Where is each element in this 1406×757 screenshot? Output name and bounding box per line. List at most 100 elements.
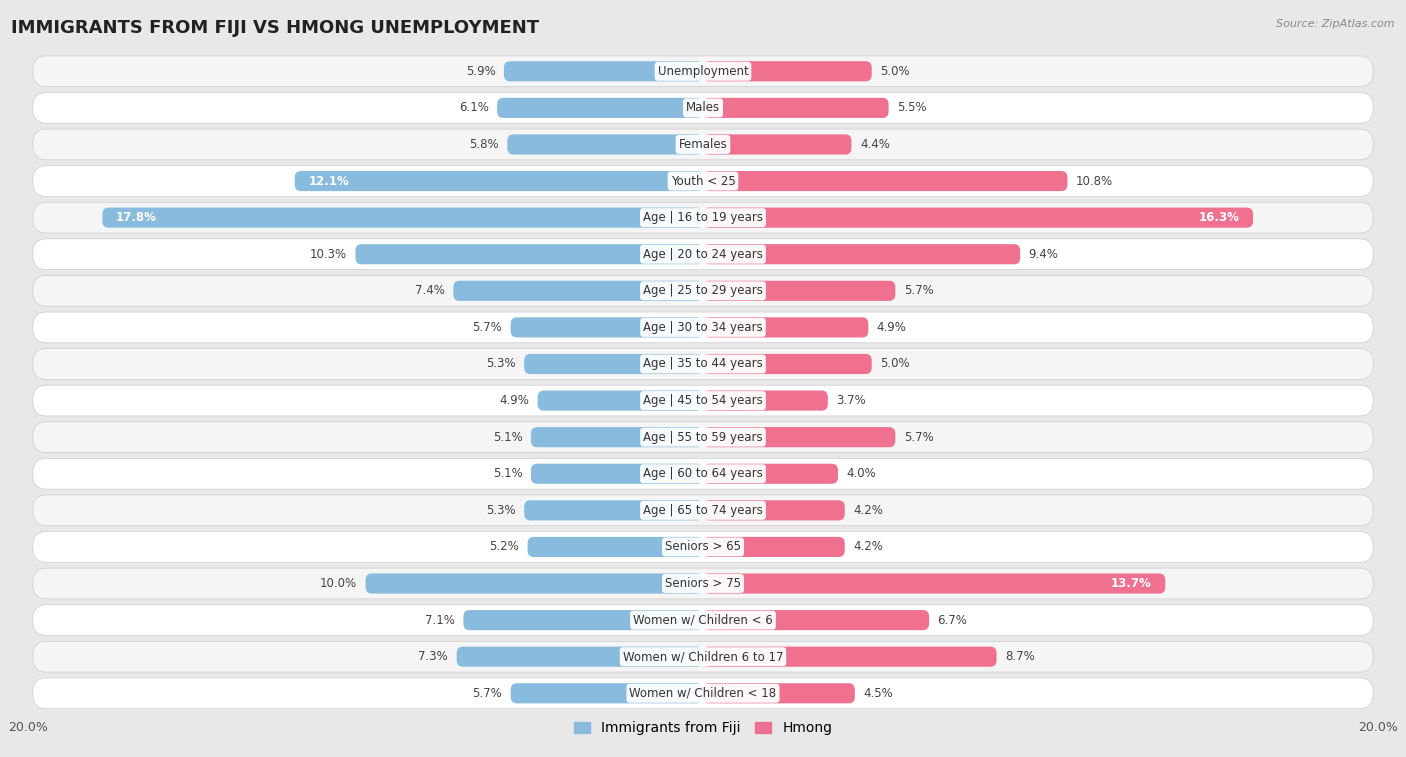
Text: Age | 25 to 29 years: Age | 25 to 29 years <box>643 285 763 298</box>
Text: Unemployment: Unemployment <box>658 65 748 78</box>
FancyBboxPatch shape <box>498 98 703 118</box>
FancyBboxPatch shape <box>703 135 852 154</box>
Text: 12.1%: 12.1% <box>308 175 349 188</box>
Text: 5.7%: 5.7% <box>904 431 934 444</box>
FancyBboxPatch shape <box>32 569 1374 599</box>
FancyBboxPatch shape <box>703 610 929 630</box>
Text: 4.5%: 4.5% <box>863 687 893 699</box>
Text: Source: ZipAtlas.com: Source: ZipAtlas.com <box>1277 19 1395 29</box>
FancyBboxPatch shape <box>32 605 1374 635</box>
Text: Age | 16 to 19 years: Age | 16 to 19 years <box>643 211 763 224</box>
FancyBboxPatch shape <box>356 245 703 264</box>
Text: 4.9%: 4.9% <box>499 394 529 407</box>
FancyBboxPatch shape <box>453 281 703 301</box>
Text: Women w/ Children 6 to 17: Women w/ Children 6 to 17 <box>623 650 783 663</box>
Text: 16.3%: 16.3% <box>1199 211 1240 224</box>
FancyBboxPatch shape <box>531 464 703 484</box>
Text: Females: Females <box>679 138 727 151</box>
FancyBboxPatch shape <box>531 427 703 447</box>
FancyBboxPatch shape <box>32 276 1374 306</box>
Text: 17.8%: 17.8% <box>115 211 156 224</box>
FancyBboxPatch shape <box>537 391 703 410</box>
Text: 6.7%: 6.7% <box>938 614 967 627</box>
Text: 4.2%: 4.2% <box>853 540 883 553</box>
FancyBboxPatch shape <box>32 641 1374 672</box>
FancyBboxPatch shape <box>32 385 1374 416</box>
FancyBboxPatch shape <box>703 391 828 410</box>
FancyBboxPatch shape <box>510 317 703 338</box>
Legend: Immigrants from Fiji, Hmong: Immigrants from Fiji, Hmong <box>568 716 838 741</box>
Text: 5.8%: 5.8% <box>470 138 499 151</box>
Text: 4.0%: 4.0% <box>846 467 876 480</box>
Text: 7.3%: 7.3% <box>419 650 449 663</box>
Text: Seniors > 75: Seniors > 75 <box>665 577 741 590</box>
FancyBboxPatch shape <box>32 239 1374 269</box>
Text: 5.7%: 5.7% <box>904 285 934 298</box>
FancyBboxPatch shape <box>32 312 1374 343</box>
FancyBboxPatch shape <box>295 171 703 191</box>
Text: 5.0%: 5.0% <box>880 65 910 78</box>
FancyBboxPatch shape <box>32 422 1374 453</box>
FancyBboxPatch shape <box>32 531 1374 562</box>
Text: 8.7%: 8.7% <box>1005 650 1035 663</box>
FancyBboxPatch shape <box>527 537 703 557</box>
Text: Age | 30 to 34 years: Age | 30 to 34 years <box>643 321 763 334</box>
FancyBboxPatch shape <box>703 207 1253 228</box>
FancyBboxPatch shape <box>32 202 1374 233</box>
Text: 5.2%: 5.2% <box>489 540 519 553</box>
FancyBboxPatch shape <box>703 317 869 338</box>
FancyBboxPatch shape <box>464 610 703 630</box>
Text: Women w/ Children < 6: Women w/ Children < 6 <box>633 614 773 627</box>
Text: 13.7%: 13.7% <box>1111 577 1152 590</box>
FancyBboxPatch shape <box>508 135 703 154</box>
FancyBboxPatch shape <box>703 646 997 667</box>
FancyBboxPatch shape <box>32 92 1374 123</box>
FancyBboxPatch shape <box>703 537 845 557</box>
FancyBboxPatch shape <box>703 464 838 484</box>
Text: 5.7%: 5.7% <box>472 321 502 334</box>
FancyBboxPatch shape <box>703 500 845 520</box>
Text: Seniors > 65: Seniors > 65 <box>665 540 741 553</box>
FancyBboxPatch shape <box>703 354 872 374</box>
Text: 10.0%: 10.0% <box>321 577 357 590</box>
Text: 5.3%: 5.3% <box>486 504 516 517</box>
Text: 3.7%: 3.7% <box>837 394 866 407</box>
FancyBboxPatch shape <box>703 245 1021 264</box>
Text: 4.9%: 4.9% <box>877 321 907 334</box>
Text: 6.1%: 6.1% <box>458 101 489 114</box>
Text: Age | 20 to 24 years: Age | 20 to 24 years <box>643 248 763 260</box>
Text: Age | 60 to 64 years: Age | 60 to 64 years <box>643 467 763 480</box>
Text: 7.1%: 7.1% <box>425 614 456 627</box>
Text: 5.3%: 5.3% <box>486 357 516 370</box>
FancyBboxPatch shape <box>32 349 1374 379</box>
FancyBboxPatch shape <box>32 459 1374 489</box>
Text: Women w/ Children < 18: Women w/ Children < 18 <box>630 687 776 699</box>
FancyBboxPatch shape <box>32 678 1374 709</box>
Text: IMMIGRANTS FROM FIJI VS HMONG UNEMPLOYMENT: IMMIGRANTS FROM FIJI VS HMONG UNEMPLOYME… <box>11 19 540 37</box>
FancyBboxPatch shape <box>703 61 872 81</box>
FancyBboxPatch shape <box>703 98 889 118</box>
Text: 4.2%: 4.2% <box>853 504 883 517</box>
FancyBboxPatch shape <box>703 574 1166 593</box>
FancyBboxPatch shape <box>366 574 703 593</box>
FancyBboxPatch shape <box>32 166 1374 196</box>
FancyBboxPatch shape <box>457 646 703 667</box>
FancyBboxPatch shape <box>703 171 1067 191</box>
FancyBboxPatch shape <box>703 427 896 447</box>
FancyBboxPatch shape <box>703 281 896 301</box>
FancyBboxPatch shape <box>32 129 1374 160</box>
Text: 5.1%: 5.1% <box>492 467 523 480</box>
Text: 5.7%: 5.7% <box>472 687 502 699</box>
FancyBboxPatch shape <box>32 56 1374 86</box>
Text: Males: Males <box>686 101 720 114</box>
Text: Age | 45 to 54 years: Age | 45 to 54 years <box>643 394 763 407</box>
Text: 10.8%: 10.8% <box>1076 175 1114 188</box>
FancyBboxPatch shape <box>524 354 703 374</box>
Text: Age | 35 to 44 years: Age | 35 to 44 years <box>643 357 763 370</box>
FancyBboxPatch shape <box>32 495 1374 525</box>
FancyBboxPatch shape <box>510 684 703 703</box>
Text: Age | 65 to 74 years: Age | 65 to 74 years <box>643 504 763 517</box>
Text: 5.1%: 5.1% <box>492 431 523 444</box>
Text: 4.4%: 4.4% <box>860 138 890 151</box>
Text: 5.5%: 5.5% <box>897 101 927 114</box>
